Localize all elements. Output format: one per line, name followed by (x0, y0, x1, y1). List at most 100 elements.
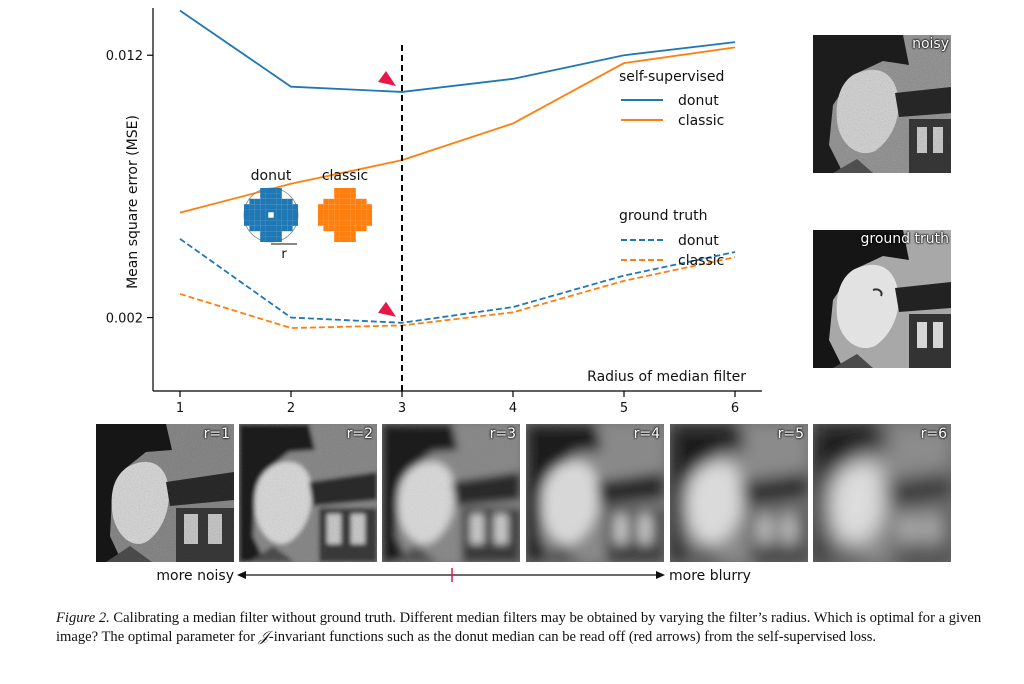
donut-kernel-cell (260, 220, 266, 226)
ground-truth-image: ground truth (813, 230, 951, 368)
filtered-image-r1: r=1 (96, 424, 234, 562)
classic-kernel-cell (345, 236, 351, 242)
donut-kernel-cell (260, 225, 266, 232)
donut-kernel-cell (281, 209, 288, 215)
classic-kernel-cell (350, 220, 356, 226)
donut-kernel-cell (249, 225, 255, 232)
donut-kernel-cell (276, 215, 282, 221)
figure-canvas: 1 2 3 4 5 6 0.012 0.002 Mean square error (MSE… (106, 8, 762, 584)
classic-kernel-cell (361, 198, 367, 205)
classic-kernel-cell (345, 209, 351, 215)
filtered-image-label: r=1 (203, 426, 230, 442)
donut-kernel-cell (287, 198, 293, 205)
classic-kernel-cell (339, 231, 345, 237)
classic-kernel-cell (345, 193, 351, 199)
donut-kernel-cell (281, 204, 288, 210)
classic-kernel-cell (323, 220, 329, 226)
classic-kernel-cell (328, 204, 335, 210)
filtered-image-label: r=3 (489, 426, 516, 442)
classic-kernel-cell (323, 225, 329, 232)
donut-kernel-cell (265, 188, 271, 194)
donut-kernel-cell (265, 236, 271, 242)
classic-kernel-cell (345, 231, 351, 237)
arrowhead-left-icon (237, 571, 246, 579)
filtered-image-label: r=6 (920, 426, 947, 442)
filtered-image-label: r=5 (777, 426, 804, 442)
filtered-image-label: r=4 (633, 426, 660, 442)
classic-kernel-cell (355, 220, 362, 226)
classic-kernel-cell (334, 215, 340, 221)
noisy-image: noisy (813, 35, 951, 173)
donut-kernel-cell (276, 236, 282, 242)
x-tick-label-2: 2 (287, 401, 295, 416)
donut-kernel-cell (260, 231, 266, 237)
donut-kernel-cell (287, 215, 293, 221)
classic-kernel-cell (350, 204, 356, 210)
donut-kernel-cell (287, 209, 293, 215)
x-tick-label-5: 5 (620, 401, 628, 416)
donut-kernel-cell (271, 231, 277, 237)
classic-kernel-cell (345, 225, 351, 232)
y-tick-label-0.012: 0.012 (106, 49, 143, 64)
series-line-self-supervised-donut (179, 9, 736, 93)
donut-kernel-cell (249, 198, 255, 205)
y-tick-label-0.002: 0.002 (106, 312, 143, 327)
noise-blur-axis: more noisy more blurry (156, 568, 751, 584)
filtered-image-r5: r=5 (670, 424, 808, 562)
donut-kernel-cell (244, 204, 250, 210)
donut-kernel-cell (276, 193, 282, 199)
donut-kernel-cell (254, 198, 261, 205)
classic-kernel-cell (355, 204, 362, 210)
classic-kernel-cell (334, 204, 340, 210)
classic-kernel-cell (334, 188, 340, 194)
donut-kernel-cell (260, 198, 266, 205)
donut-kernel-cell (260, 209, 266, 215)
classic-kernel-cell (318, 209, 324, 215)
donut-kernel-cell (292, 204, 298, 210)
classic-kernel-cell (345, 215, 351, 221)
classic-kernel-cell (350, 231, 356, 237)
classic-kernel-cell (366, 215, 372, 221)
donut-kernel-cell (254, 225, 261, 232)
donut-kernel-icon (244, 188, 298, 242)
donut-kernel-cell (276, 188, 282, 194)
donut-kernel-cell (287, 225, 293, 232)
donut-kernel-cell (244, 220, 250, 226)
classic-kernel-cell (318, 204, 324, 210)
donut-kernel-cell (292, 220, 298, 226)
classic-kernel-cell (366, 204, 372, 210)
donut-kernel-cell (260, 188, 266, 194)
donut-kernel-cell (287, 220, 293, 226)
ground-truth-image-label: ground truth (860, 231, 949, 247)
classic-kernel-cell (361, 204, 367, 210)
donut-kernel-cell (249, 209, 255, 215)
classic-kernel-cell (339, 215, 345, 221)
donut-kernel-cell (249, 204, 255, 210)
donut-kernel-cell (254, 204, 261, 210)
classic-kernel-cell (355, 215, 362, 221)
classic-kernel-cell (350, 236, 356, 242)
classic-kernel-cell (355, 225, 362, 232)
classic-kernel-cell (350, 215, 356, 221)
caption-text-after: -invariant functions such as the donut m… (268, 629, 877, 645)
donut-kernel-cell (292, 209, 298, 215)
classic-kernel-cell (361, 215, 367, 221)
series-line-ground-truth-classic (179, 256, 736, 329)
classic-kernel-cell (345, 198, 351, 205)
classic-kernel-cell (328, 225, 335, 232)
red-arrows (378, 70, 396, 317)
donut-kernel-cell (260, 204, 266, 210)
classic-kernel-cell (339, 193, 345, 199)
donut-kernel-cell (276, 225, 282, 232)
classic-kernel-cell (339, 204, 345, 210)
donut-kernel-cell (265, 220, 271, 226)
y-tick-group: 0.012 0.002 (106, 49, 153, 327)
donut-kernel-cell (281, 215, 288, 221)
donut-kernel-cell (271, 198, 277, 205)
donut-kernel-cell (271, 209, 277, 215)
classic-kernel-cell (355, 209, 362, 215)
donut-kernel-hole (268, 212, 274, 218)
x-axis-label: Radius of median filter (587, 369, 746, 385)
classic-kernel-cell (328, 209, 335, 215)
classic-kernel-cell (318, 220, 324, 226)
